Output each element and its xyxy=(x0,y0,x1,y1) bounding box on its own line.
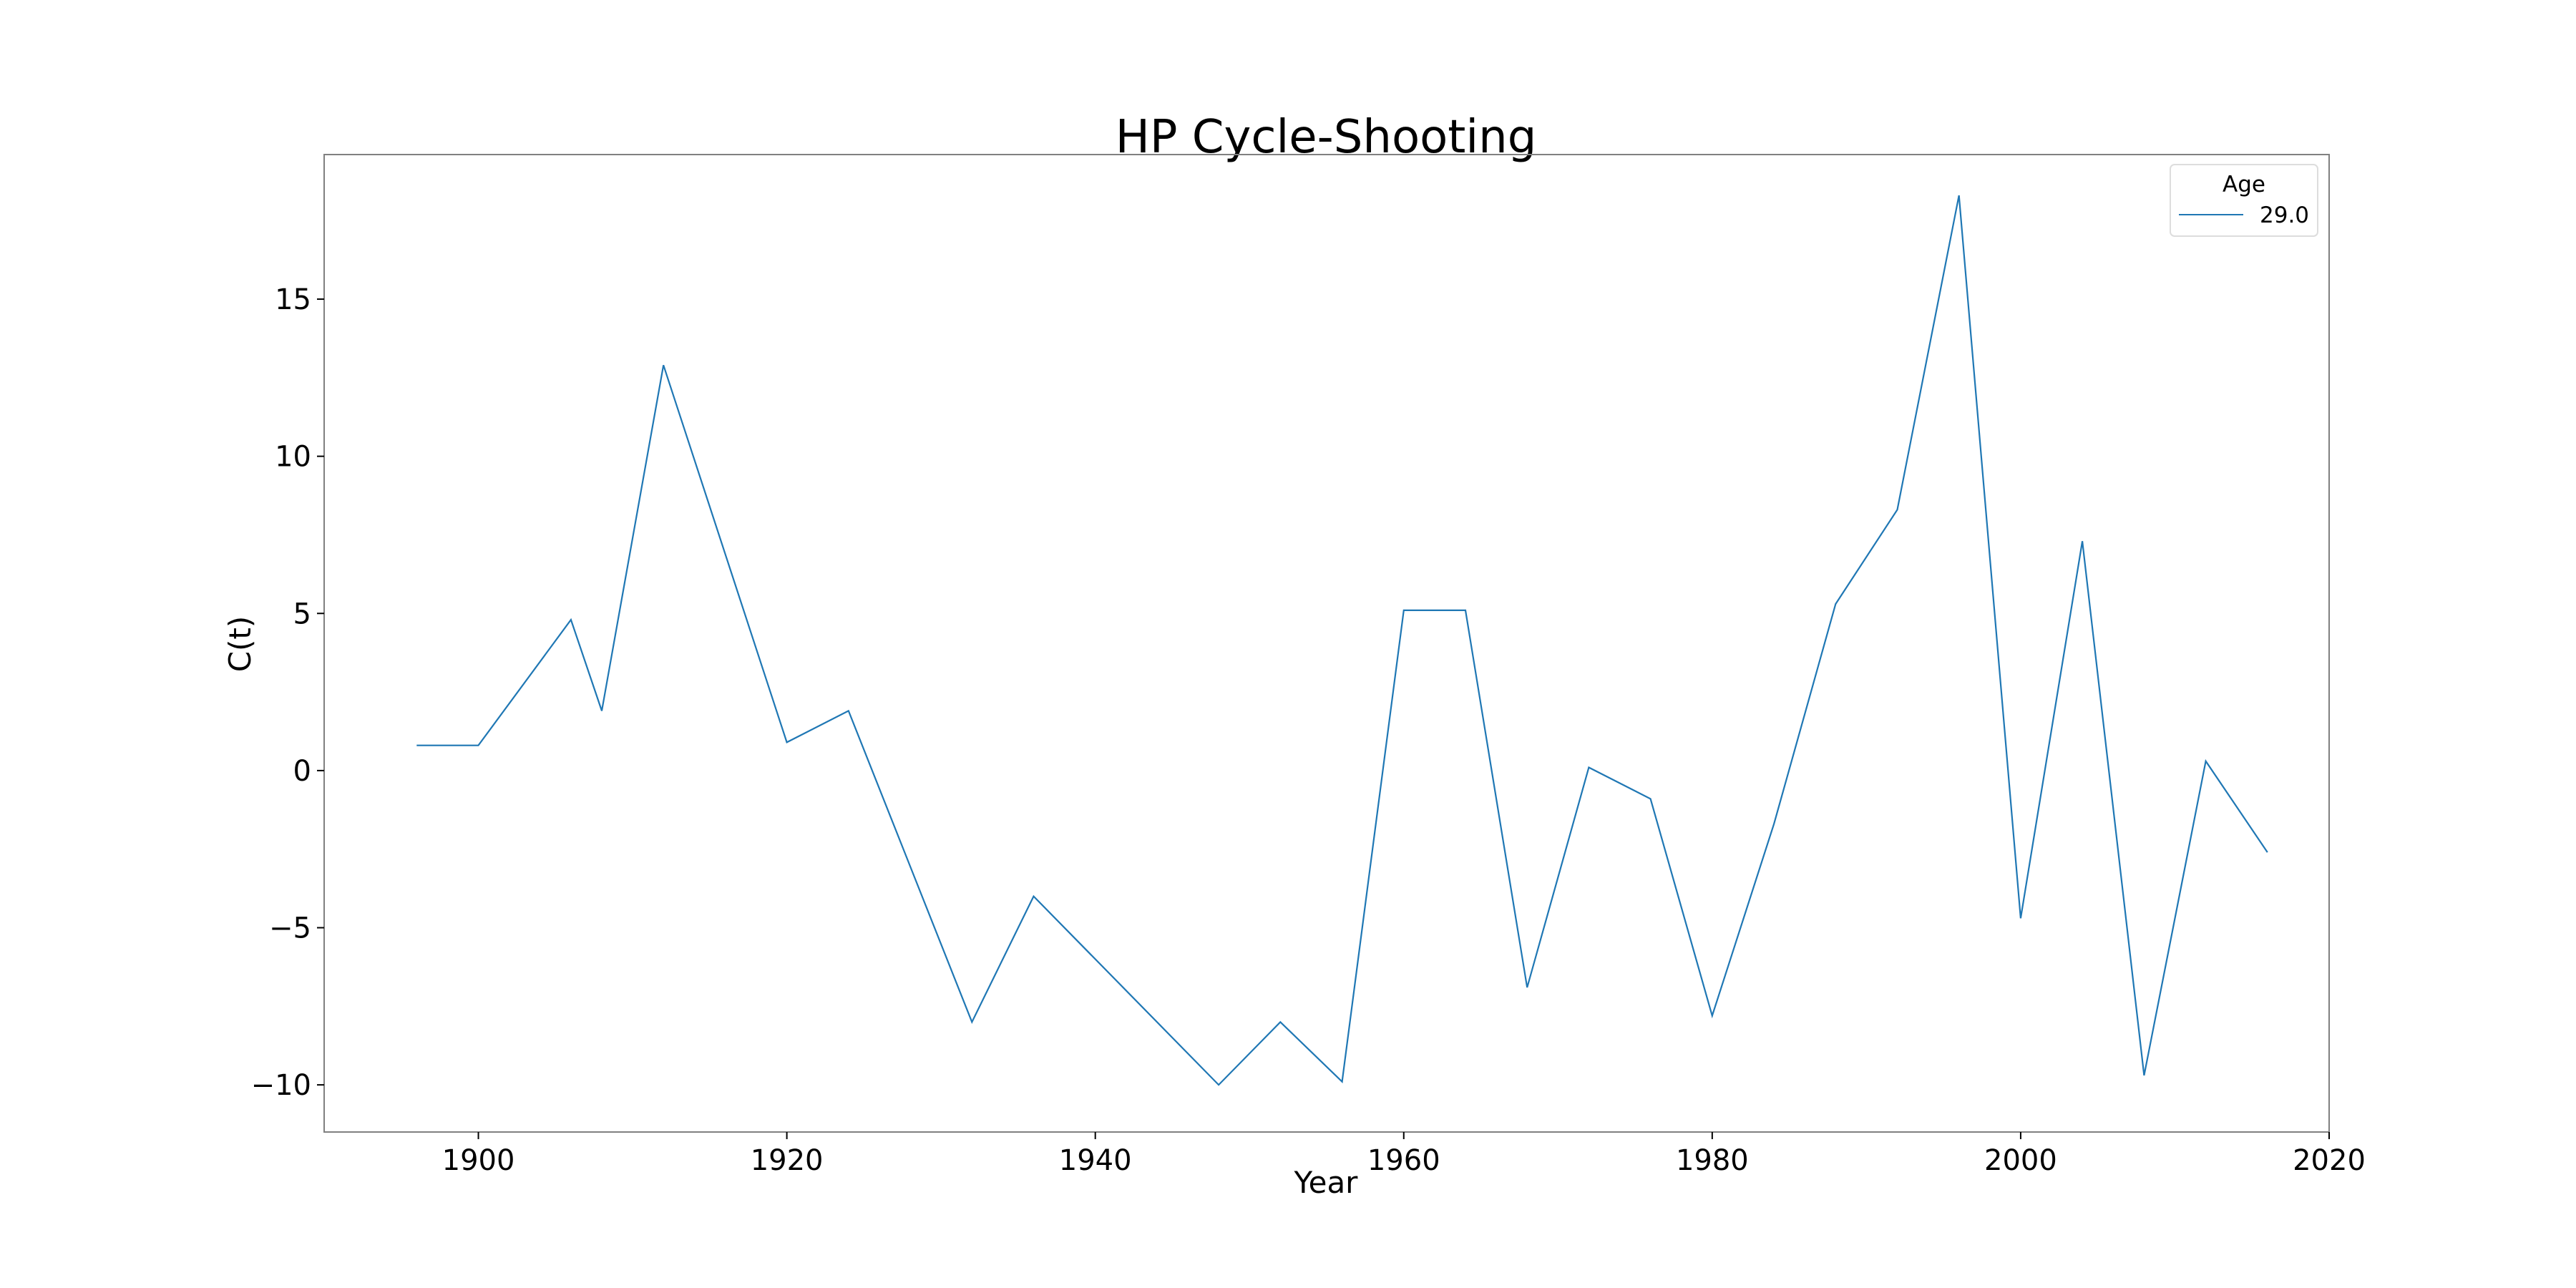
x-tick-label: 1960 xyxy=(1367,1144,1440,1177)
x-axis-label: Year xyxy=(1294,1165,1359,1200)
y-tick-label: 0 xyxy=(293,755,311,788)
x-tick-label: 1980 xyxy=(1676,1144,1749,1177)
legend-box xyxy=(2170,164,2318,237)
y-axis-label: C(t) xyxy=(223,616,258,673)
x-tick-label: 1940 xyxy=(1059,1144,1132,1177)
x-tick-label: 1900 xyxy=(442,1144,515,1177)
axis-ticks: 1900 1920 1940 1960 1980 2000 2020 15 10 5 0 −5 −10 xyxy=(251,283,2366,1177)
legend: Age 29.0 xyxy=(2170,164,2318,237)
series-line-0 xyxy=(416,195,2268,1086)
series-group xyxy=(416,195,2268,1086)
y-tick-label: 10 xyxy=(275,441,311,474)
legend-series-label: 29.0 xyxy=(2260,203,2309,228)
x-tick-label: 2020 xyxy=(2293,1144,2366,1177)
plot-frame xyxy=(323,154,2330,1133)
y-tick-label: 5 xyxy=(293,597,311,630)
chart-title: HP Cycle-Shooting xyxy=(1116,111,1537,164)
x-tick-label: 2000 xyxy=(1984,1144,2057,1177)
legend-title: Age xyxy=(2223,172,2265,197)
x-tick-label: 1920 xyxy=(751,1144,824,1177)
y-tick-label: −10 xyxy=(251,1069,311,1102)
y-tick-label: 15 xyxy=(275,283,311,316)
y-tick-label: −5 xyxy=(269,912,311,945)
